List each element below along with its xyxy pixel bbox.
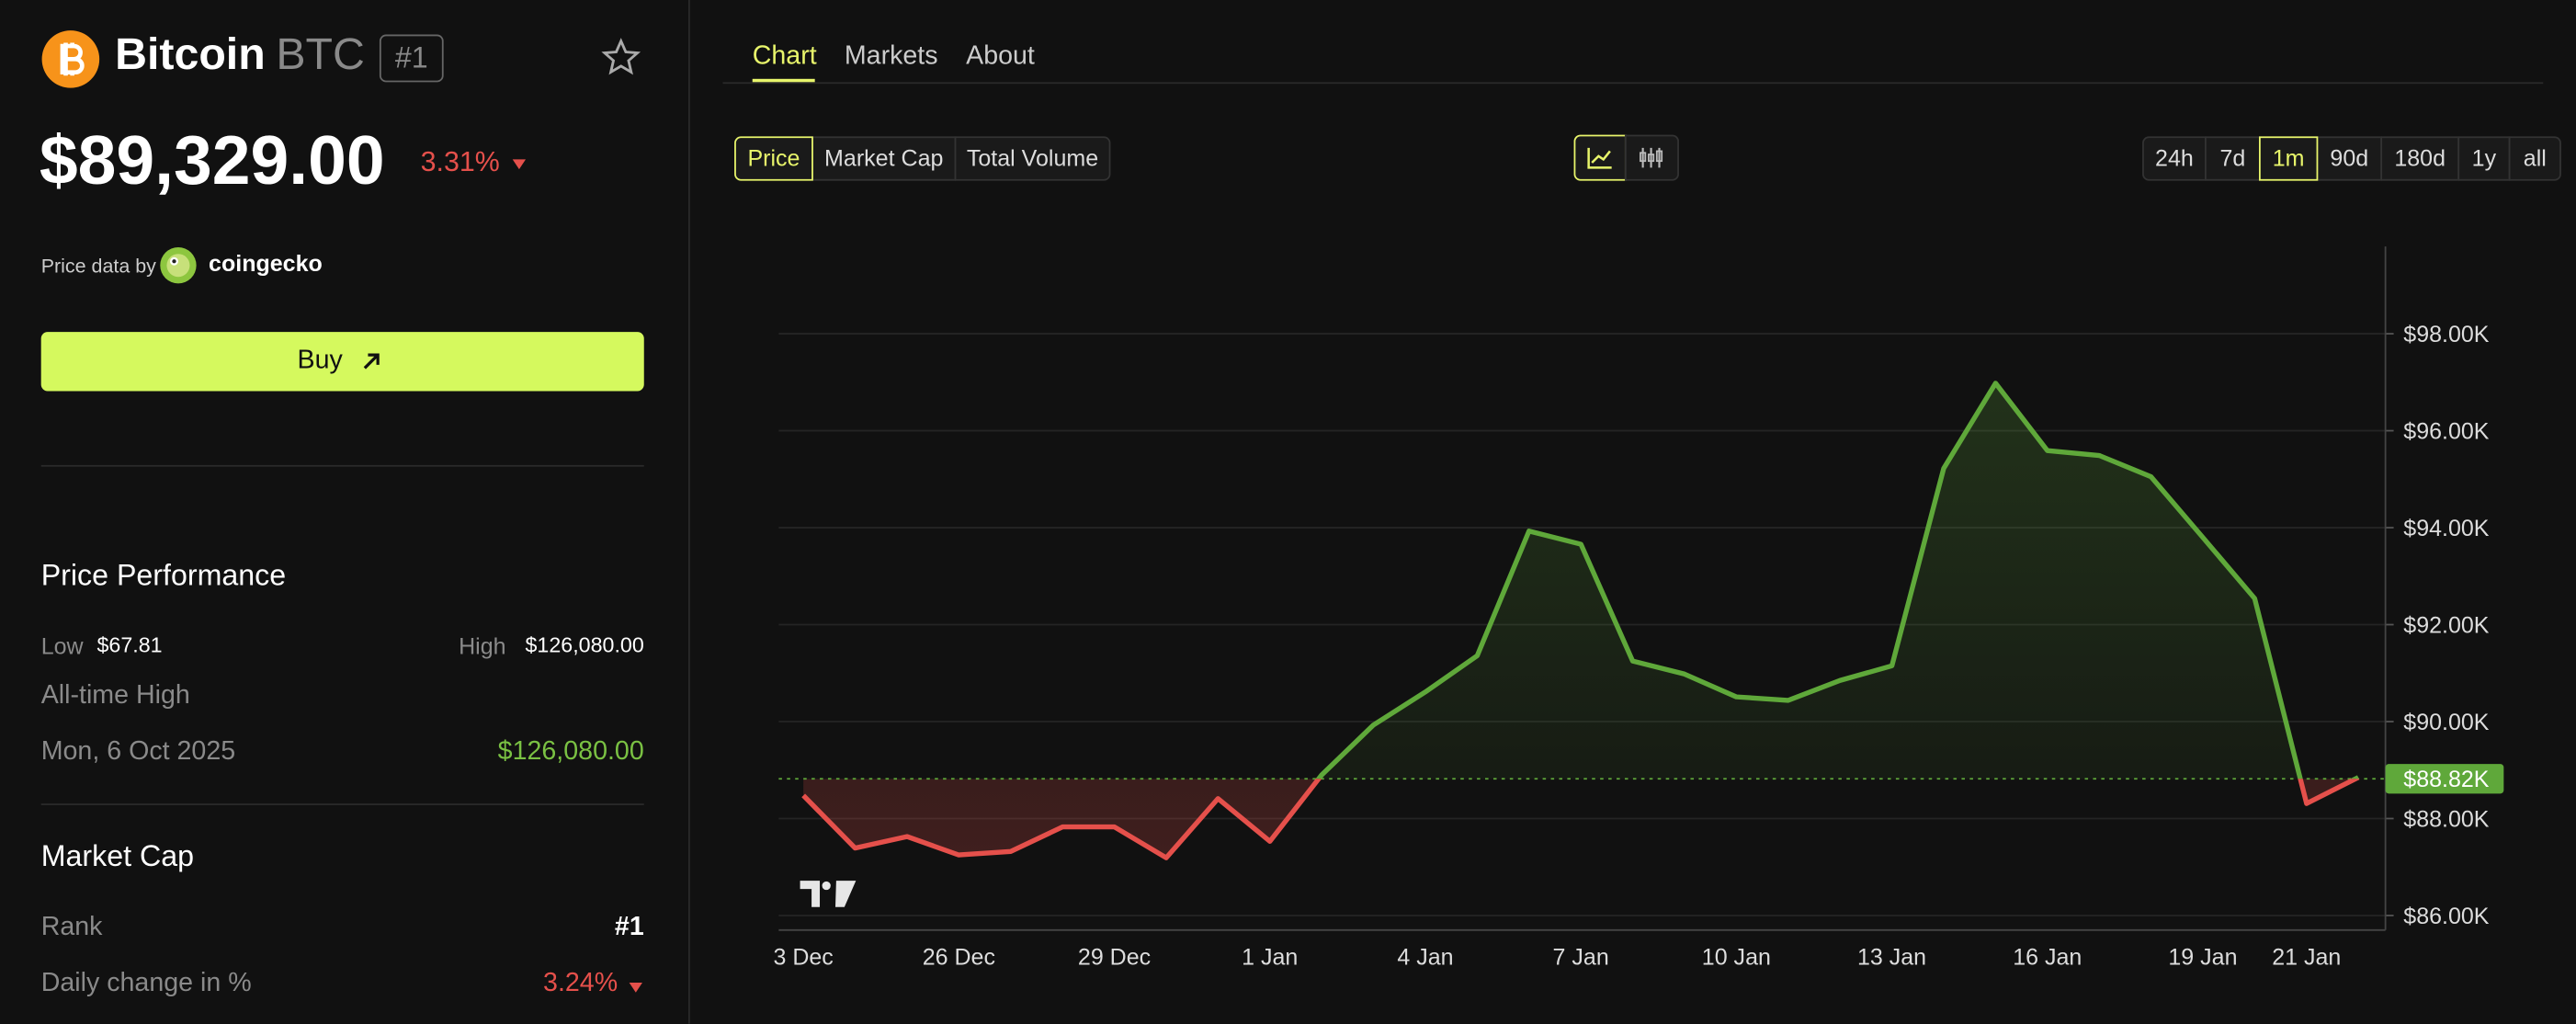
y-tick-label: $86.00K — [2403, 904, 2490, 929]
high-value: $126,080.00 — [525, 632, 644, 658]
area-down — [803, 779, 2359, 859]
x-tick-label: 21 Jan — [2272, 944, 2341, 970]
down-arrow — [629, 983, 642, 993]
down-arrow — [512, 159, 527, 170]
x-tick-label: 29 Dec — [1078, 944, 1151, 970]
range-button[interactable]: 180d — [2380, 136, 2460, 181]
provider-name: coingecko — [209, 249, 323, 277]
y-tick-label: $98.00K — [2403, 322, 2490, 347]
price: $89,329.00 — [39, 121, 385, 199]
sidebar-border — [688, 0, 690, 1024]
tab-underline — [752, 78, 815, 83]
metric-button[interactable]: Total Volume — [954, 136, 1111, 181]
buy-arrow — [363, 353, 380, 370]
price-data-label: Price data by — [40, 255, 156, 279]
coin-symbol: BTC — [276, 29, 365, 79]
y-tick-label: $88.00K — [2403, 806, 2490, 832]
buy-label: Buy — [297, 347, 343, 375]
range-button[interactable]: 7d — [2204, 136, 2261, 181]
low-label: Low — [40, 632, 84, 659]
x-tick-label: 10 Jan — [1702, 944, 1771, 970]
price-line-up — [1315, 381, 2359, 779]
candle-icon — [1640, 147, 1663, 168]
y-tick-label: $94.00K — [2403, 516, 2490, 541]
low-value: $67.81 — [96, 632, 163, 658]
range-button[interactable]: 24h — [2142, 136, 2207, 181]
daily-label: Daily change in % — [40, 969, 252, 998]
x-tick-label: 26 Dec — [923, 944, 995, 970]
area-up — [1318, 382, 2359, 779]
divider — [722, 82, 2544, 85]
ath-date: Mon, 6 Oct 2025 — [40, 737, 236, 767]
tab[interactable]: About — [966, 42, 1035, 71]
rank-badge: #1 — [379, 34, 444, 83]
tab[interactable]: Chart — [752, 42, 817, 71]
rank-value: #1 — [614, 913, 644, 942]
metric-button[interactable]: Price — [734, 136, 813, 181]
favorite-star[interactable] — [601, 38, 641, 77]
coin-name: Bitcoin — [115, 29, 266, 79]
tab[interactable]: Markets — [844, 42, 938, 71]
rank-label: Rank — [40, 913, 103, 942]
price-change: 3.31% — [420, 146, 500, 178]
y-tick-label: $92.00K — [2403, 612, 2490, 638]
y-tick-label: $96.00K — [2403, 419, 2490, 445]
range-button[interactable]: 1m — [2258, 136, 2319, 181]
x-tick-label: 4 Jan — [1397, 944, 1453, 970]
btc-logo — [41, 30, 100, 88]
last-price-label: $88.82K — [2403, 767, 2490, 792]
x-tick-label: 3 Dec — [773, 944, 833, 970]
x-tick-label: 7 Jan — [1553, 944, 1609, 970]
range-button[interactable]: all — [2508, 136, 2561, 181]
section-title: Price Performance — [40, 558, 287, 592]
x-tick-label: 1 Jan — [1242, 944, 1298, 970]
price-line-down — [801, 779, 2360, 860]
x-tick-label: 16 Jan — [2013, 944, 2082, 970]
line-chart-button[interactable] — [1573, 134, 1627, 181]
buy-button[interactable]: Buy — [40, 332, 644, 392]
ath-label: All-time High — [40, 681, 190, 711]
high-label: High — [459, 632, 506, 659]
y-tick-label: $90.00K — [2403, 710, 2490, 735]
x-tick-label: 19 Jan — [2168, 944, 2237, 970]
last-price-badge — [2385, 764, 2504, 794]
metric-button[interactable]: Market Cap — [811, 136, 957, 181]
line-icon — [1587, 147, 1612, 169]
section-title: Market Cap — [40, 839, 195, 873]
coingecko-logo — [160, 247, 197, 284]
daily-value: 3.24% — [543, 969, 618, 998]
divider — [40, 803, 644, 805]
candle-chart-button[interactable] — [1624, 134, 1679, 181]
tradingview-logo — [800, 881, 857, 907]
divider — [40, 464, 644, 467]
ath-value: $126,080.00 — [497, 737, 644, 767]
x-tick-label: 13 Jan — [1857, 944, 1926, 970]
